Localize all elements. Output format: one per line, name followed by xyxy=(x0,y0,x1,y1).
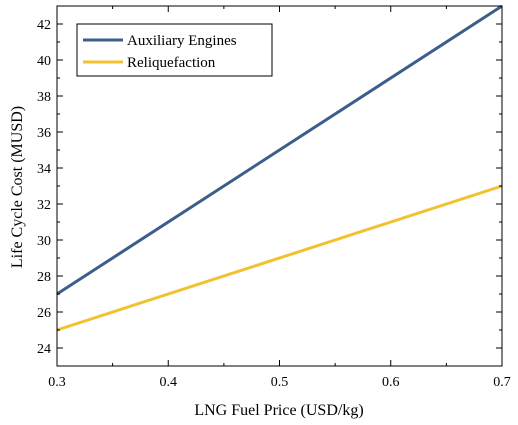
y-tick-label: 24 xyxy=(37,342,51,357)
x-tick-label: 0.7 xyxy=(493,375,511,390)
y-tick-label: 38 xyxy=(37,90,51,105)
y-tick-label: 26 xyxy=(37,306,51,321)
y-tick-label: 34 xyxy=(37,162,51,177)
y-tick-label: 32 xyxy=(37,198,51,213)
legend-label-1: Reliquefaction xyxy=(127,55,216,71)
x-tick-label: 0.6 xyxy=(382,375,400,390)
y-axis-ticks: 24 26 28 30 32 34 36 38 40 42 xyxy=(37,5,502,367)
y-tick-label: 42 xyxy=(37,18,51,33)
x-axis-title: LNG Fuel Price (USD/kg) xyxy=(194,402,363,419)
x-axis-ticks: 0.3 0.4 0.5 0.6 0.7 xyxy=(48,6,511,390)
legend-label-0: Auxiliary Engines xyxy=(127,33,237,49)
y-tick-label: 40 xyxy=(37,54,51,69)
y-axis-title: Life Cycle Cost (MUSD) xyxy=(9,106,26,268)
x-tick-label: 0.5 xyxy=(271,375,289,390)
x-tick-label: 0.3 xyxy=(48,375,66,390)
x-tick-label: 0.4 xyxy=(160,375,178,390)
series-line-0 xyxy=(56,4,503,296)
y-tick-label: 28 xyxy=(37,270,51,285)
y-tick-label: 36 xyxy=(37,126,51,141)
y-tick-label: 30 xyxy=(37,234,51,249)
series-line-1 xyxy=(56,184,503,332)
legend: Auxiliary Engines Reliquefaction xyxy=(76,23,273,77)
legend-box xyxy=(76,23,273,77)
